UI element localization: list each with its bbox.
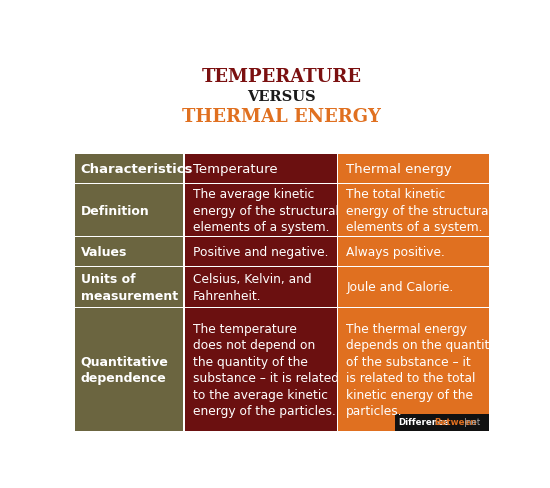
Text: VERSUS: VERSUS [248,89,316,103]
Text: Between: Between [434,417,477,427]
Bar [74,184,184,237]
Text: TEMPERATURE: TEMPERATURE [202,68,362,86]
Text: The temperature
does not depend on
the quantity of the
substance – it is related: The temperature does not depend on the q… [193,322,339,417]
Text: THERMAL ENERGY: THERMAL ENERGY [183,107,381,125]
Bar [338,267,490,307]
Text: Units of
measurement: Units of measurement [80,273,178,302]
Bar [185,267,337,307]
Bar [185,238,337,266]
Bar [395,414,488,431]
Bar [74,155,184,183]
Text: Joule and Calorie.: Joule and Calorie. [346,281,454,294]
Bar [338,238,490,266]
Text: Difference: Difference [399,417,449,427]
Bar [74,267,184,307]
Bar [338,308,490,431]
Bar [185,308,337,431]
Text: Thermal energy: Thermal energy [346,163,452,176]
Text: Values: Values [80,245,127,259]
Text: The total kinetic
energy of the structural
elements of a system.: The total kinetic energy of the structur… [346,188,492,234]
Bar [338,184,490,237]
Bar [185,155,337,183]
Bar [185,184,337,237]
Text: Always positive.: Always positive. [346,245,445,259]
Text: Characteristics: Characteristics [80,163,193,176]
Text: Celsius, Kelvin, and
Fahrenheit.: Celsius, Kelvin, and Fahrenheit. [193,273,312,302]
Text: Definition: Definition [80,204,149,217]
Text: |net: |net [464,417,481,427]
Text: Positive and negative.: Positive and negative. [193,245,329,259]
Bar [74,308,184,431]
Text: Quantitative
dependence: Quantitative dependence [80,355,168,384]
Text: Temperature: Temperature [193,163,278,176]
Text: The thermal energy
depends on the quantity
of the substance – it
is related to t: The thermal energy depends on the quanti… [346,322,497,417]
Bar [338,155,490,183]
Text: The average kinetic
energy of the structural
elements of a system.: The average kinetic energy of the struct… [193,188,339,234]
Bar [74,238,184,266]
